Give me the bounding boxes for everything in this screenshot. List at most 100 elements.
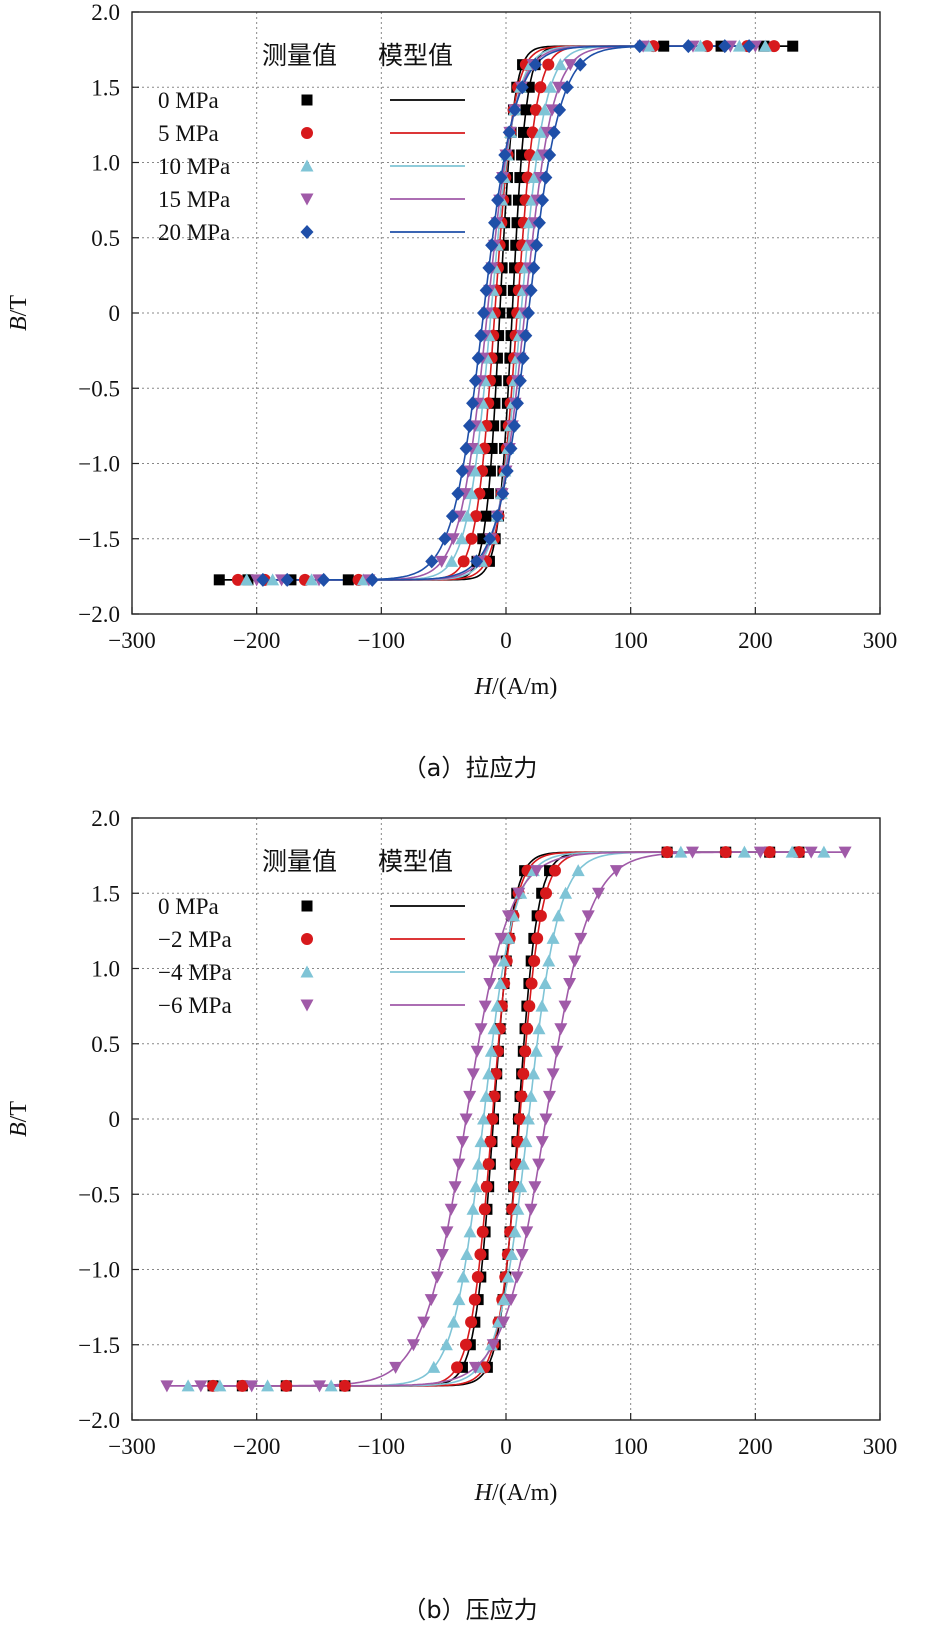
data-point [530,148,544,161]
data-point [427,1360,441,1373]
data-point [508,1225,522,1238]
data-point [478,1000,492,1013]
data-point [501,910,515,923]
data-point [515,1090,528,1103]
data-point [482,260,496,275]
x-tick-label: −300 [108,1434,155,1459]
data-point [520,104,532,116]
data-point [528,57,542,72]
data-point [560,80,574,95]
data-point [444,1203,458,1216]
data-point [493,977,507,990]
data-point [451,486,465,501]
data-point [540,887,553,900]
data-point [785,845,799,858]
data-point [505,1247,519,1260]
y-axis-label: B/T [6,295,32,331]
y-tick-label: −2.0 [78,1408,120,1433]
data-point [463,1090,477,1103]
data-point [512,194,524,206]
x-tick-label: −100 [358,628,405,653]
data-point [477,306,491,320]
data-point [280,572,294,587]
data-point [546,931,560,944]
data-point [497,1293,511,1306]
data-point [479,1089,493,1102]
data-point [534,81,547,94]
data-point [552,81,566,94]
x-tick-label: −200 [233,1434,280,1459]
data-point [563,59,577,72]
data-point [510,396,524,411]
data-point [448,1181,462,1194]
data-point [534,909,547,922]
data-point [474,1248,487,1261]
y-tick-label: −1.0 [78,1258,120,1283]
data-point [455,464,469,479]
y-tick-label: 0 [109,1107,121,1132]
y-tick-label: 1.5 [91,75,120,100]
data-point [245,1380,259,1393]
data-point [417,1316,431,1329]
data-point [763,846,776,859]
data-point [468,373,482,388]
legend-header-model: 模型值 [378,41,453,70]
data-point [338,1379,351,1392]
data-point [817,845,831,858]
data-point [527,1067,541,1080]
data-point [686,846,700,859]
data-point [527,171,541,184]
legend-marker [300,965,314,978]
data-point [514,172,526,184]
data-point [280,1379,293,1392]
data-point [471,351,485,366]
data-point [496,486,510,501]
grid [132,818,880,1420]
data-point [523,81,535,93]
data-point [365,572,379,587]
data-point [542,1090,556,1103]
data-point [753,846,767,859]
data-point [484,1044,498,1057]
data-point [547,125,561,140]
data-point [514,1180,528,1193]
data-point [482,1067,496,1080]
data-point [530,865,544,878]
data-point [471,1271,484,1284]
data-point [456,1136,470,1149]
legend-label: −6 MPa [158,993,232,1018]
data-point [543,147,557,162]
data-point [497,954,511,967]
data-point [480,1180,493,1193]
data-point [525,977,538,990]
y-axis-label: B/T [6,1101,32,1137]
data-point [356,573,370,586]
measured-markers [160,845,852,1393]
data-point [452,1158,466,1171]
data-point [488,420,500,432]
data-point [511,217,523,229]
data-point [609,865,623,878]
data-point [519,1135,533,1148]
data-point [459,1113,473,1126]
axes-ticks: −300 −200 −100 0 100 200 300 2.0 1.5 1.0 0.5 0 −0.5 −… [78,806,897,1459]
data-point [527,260,541,275]
data-point [439,1338,453,1351]
data-point [470,510,483,523]
data-point [469,1180,483,1193]
data-point [490,375,502,387]
axes-ticks: −300 −200 −100 0 100 200 300 2.0 1.5 1.0 0.5 0 −0.5 −… [78,0,897,653]
data-point [484,465,496,477]
data-point [563,978,577,991]
data-point [658,40,670,52]
grid [132,12,880,614]
data-point [532,1158,546,1171]
data-point [445,509,459,524]
data-point [425,554,439,569]
data-point [528,1181,542,1194]
data-point [484,1135,497,1148]
data-point [494,170,508,185]
data-point [468,1361,482,1374]
data-point [520,1226,534,1239]
data-point [516,149,528,161]
